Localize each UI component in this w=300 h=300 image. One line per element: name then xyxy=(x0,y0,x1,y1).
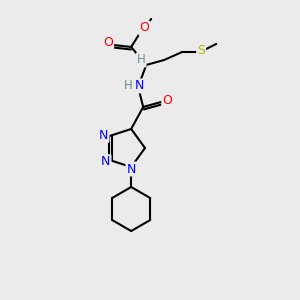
Text: N: N xyxy=(99,129,109,142)
Text: S: S xyxy=(197,44,205,58)
Text: O: O xyxy=(139,22,149,34)
Text: H: H xyxy=(137,53,146,67)
Text: O: O xyxy=(103,37,113,50)
Text: N: N xyxy=(101,155,110,168)
Text: H: H xyxy=(124,80,133,92)
Text: N: N xyxy=(127,163,136,176)
Text: N: N xyxy=(134,80,144,92)
Text: O: O xyxy=(162,94,172,107)
